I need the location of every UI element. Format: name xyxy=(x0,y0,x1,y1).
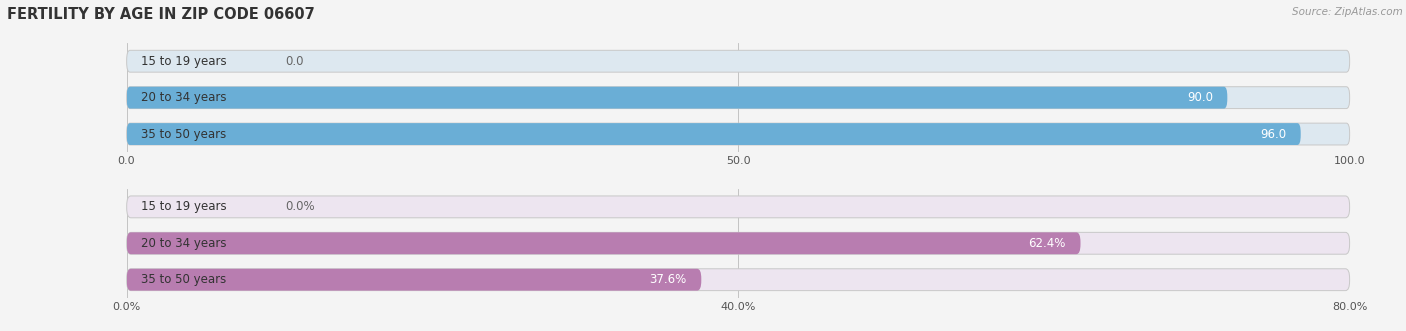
Text: 96.0: 96.0 xyxy=(1260,127,1286,141)
FancyBboxPatch shape xyxy=(127,269,702,291)
FancyBboxPatch shape xyxy=(127,232,1350,254)
Text: 90.0: 90.0 xyxy=(1187,91,1213,104)
Text: 62.4%: 62.4% xyxy=(1029,237,1066,250)
FancyBboxPatch shape xyxy=(127,50,1350,72)
FancyBboxPatch shape xyxy=(127,196,1350,218)
Text: 37.6%: 37.6% xyxy=(650,273,686,286)
FancyBboxPatch shape xyxy=(127,87,1227,109)
Text: 35 to 50 years: 35 to 50 years xyxy=(141,273,226,286)
Text: 20 to 34 years: 20 to 34 years xyxy=(141,91,226,104)
Text: 35 to 50 years: 35 to 50 years xyxy=(141,127,226,141)
FancyBboxPatch shape xyxy=(127,87,1350,109)
Text: 0.0%: 0.0% xyxy=(285,200,315,213)
Text: 0.0: 0.0 xyxy=(285,55,304,68)
FancyBboxPatch shape xyxy=(127,123,1350,145)
FancyBboxPatch shape xyxy=(127,232,1080,254)
Text: 15 to 19 years: 15 to 19 years xyxy=(141,200,226,213)
FancyBboxPatch shape xyxy=(127,269,1350,291)
FancyBboxPatch shape xyxy=(127,123,1301,145)
Text: 20 to 34 years: 20 to 34 years xyxy=(141,237,226,250)
Text: Source: ZipAtlas.com: Source: ZipAtlas.com xyxy=(1292,7,1403,17)
Text: 15 to 19 years: 15 to 19 years xyxy=(141,55,226,68)
Text: FERTILITY BY AGE IN ZIP CODE 06607: FERTILITY BY AGE IN ZIP CODE 06607 xyxy=(7,7,315,22)
